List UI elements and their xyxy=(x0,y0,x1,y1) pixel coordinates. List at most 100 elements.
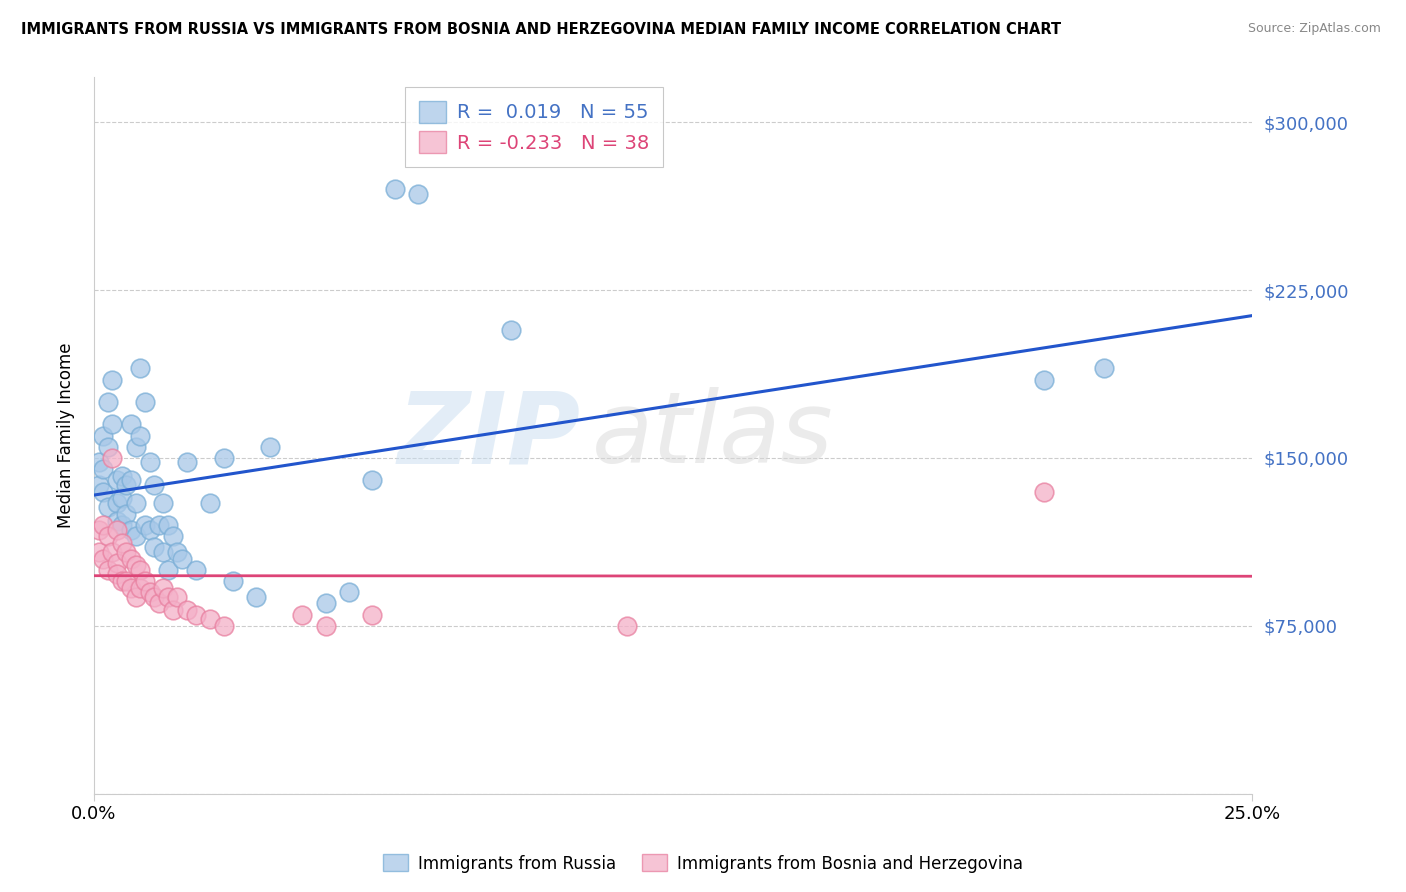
Point xyxy=(406,186,429,201)
Text: Source: ZipAtlas.com: Source: ZipAtlas.com xyxy=(1247,22,1381,36)
Legend: Immigrants from Russia, Immigrants from Bosnia and Herzegovina: Immigrants from Russia, Immigrants from … xyxy=(377,847,1029,880)
Point xyxy=(115,477,138,491)
Point xyxy=(245,590,267,604)
Point xyxy=(148,596,170,610)
Y-axis label: Median Family Income: Median Family Income xyxy=(58,343,75,528)
Point xyxy=(124,440,146,454)
Point xyxy=(152,581,174,595)
Point xyxy=(152,545,174,559)
Point xyxy=(198,496,221,510)
Point xyxy=(1092,361,1115,376)
Text: IMMIGRANTS FROM RUSSIA VS IMMIGRANTS FROM BOSNIA AND HERZEGOVINA MEDIAN FAMILY I: IMMIGRANTS FROM RUSSIA VS IMMIGRANTS FRO… xyxy=(21,22,1062,37)
Point xyxy=(143,590,166,604)
Point xyxy=(361,607,384,622)
Point xyxy=(91,551,114,566)
Point xyxy=(111,518,134,533)
Point xyxy=(115,574,138,588)
Point xyxy=(138,585,160,599)
Point xyxy=(1032,373,1054,387)
Point xyxy=(143,541,166,555)
Text: atlas: atlas xyxy=(592,387,834,484)
Text: ZIP: ZIP xyxy=(398,387,581,484)
Point xyxy=(212,619,235,633)
Point xyxy=(101,417,124,432)
Point xyxy=(120,417,142,432)
Point xyxy=(87,523,110,537)
Point xyxy=(120,523,142,537)
Point xyxy=(105,496,128,510)
Point xyxy=(105,473,128,487)
Point xyxy=(91,462,114,476)
Point xyxy=(176,603,198,617)
Point xyxy=(134,574,156,588)
Point xyxy=(222,574,245,588)
Legend: R =  0.019   N = 55, R = -0.233   N = 38: R = 0.019 N = 55, R = -0.233 N = 38 xyxy=(405,87,664,167)
Point xyxy=(162,603,184,617)
Point xyxy=(384,182,406,196)
Point xyxy=(162,529,184,543)
Point xyxy=(170,551,193,566)
Point xyxy=(101,450,124,465)
Point xyxy=(157,590,180,604)
Point xyxy=(1032,484,1054,499)
Point xyxy=(129,563,152,577)
Point xyxy=(259,440,281,454)
Point xyxy=(91,428,114,442)
Point xyxy=(105,514,128,528)
Point xyxy=(124,496,146,510)
Point xyxy=(129,428,152,442)
Point xyxy=(166,545,188,559)
Point xyxy=(152,496,174,510)
Point xyxy=(134,395,156,409)
Point xyxy=(157,518,180,533)
Point xyxy=(499,323,522,337)
Point xyxy=(138,523,160,537)
Point xyxy=(198,612,221,626)
Point xyxy=(124,590,146,604)
Point xyxy=(97,440,120,454)
Point xyxy=(134,518,156,533)
Point xyxy=(111,468,134,483)
Point xyxy=(101,545,124,559)
Point xyxy=(91,518,114,533)
Point xyxy=(97,395,120,409)
Point xyxy=(616,619,638,633)
Point xyxy=(111,536,134,550)
Point xyxy=(120,551,142,566)
Point xyxy=(97,500,120,515)
Point xyxy=(97,563,120,577)
Point xyxy=(143,477,166,491)
Point xyxy=(315,596,337,610)
Point xyxy=(291,607,314,622)
Point xyxy=(184,563,207,577)
Point xyxy=(157,563,180,577)
Point xyxy=(124,558,146,573)
Point xyxy=(315,619,337,633)
Point xyxy=(115,545,138,559)
Point xyxy=(111,574,134,588)
Point xyxy=(97,529,120,543)
Point xyxy=(212,450,235,465)
Point xyxy=(87,545,110,559)
Point xyxy=(105,556,128,570)
Point xyxy=(115,507,138,521)
Point xyxy=(111,491,134,506)
Point xyxy=(120,581,142,595)
Point xyxy=(87,455,110,469)
Point xyxy=(148,518,170,533)
Point xyxy=(91,484,114,499)
Point xyxy=(176,455,198,469)
Point xyxy=(184,607,207,622)
Point xyxy=(129,361,152,376)
Point xyxy=(87,477,110,491)
Point xyxy=(129,581,152,595)
Point xyxy=(166,590,188,604)
Point xyxy=(101,373,124,387)
Point xyxy=(105,567,128,582)
Point xyxy=(120,473,142,487)
Point xyxy=(138,455,160,469)
Point xyxy=(361,473,384,487)
Point xyxy=(337,585,360,599)
Point xyxy=(105,523,128,537)
Point xyxy=(124,529,146,543)
